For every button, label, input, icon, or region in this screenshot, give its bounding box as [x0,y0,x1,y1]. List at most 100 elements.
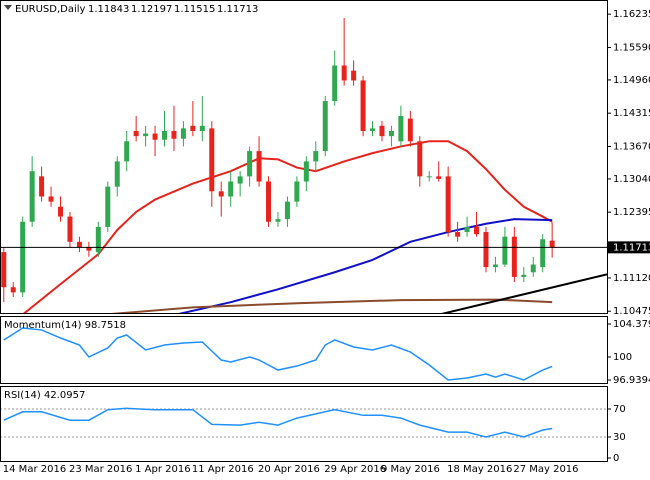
x-tick-label: 20 Apr 2016 [258,464,320,475]
candle-body [162,130,168,140]
candle-body [332,65,338,102]
candle-body [502,236,508,265]
candle-body [1,252,7,288]
panel-plot [1,407,607,438]
candle-body [474,226,480,235]
x-tick-label: 9 May 2016 [381,464,440,475]
moving-average [23,140,553,313]
header: EURUSD,Daily 1.11843 1.12197 1.11515 1.1171… [15,4,258,15]
candle-body [445,176,451,233]
candle-body [313,151,319,162]
candle-body [124,141,130,162]
main-panel-frame [0,0,608,314]
header-value: 1.11515 [174,4,215,15]
y-tick-label: 1.14960 [613,75,650,86]
candle-body [266,181,272,222]
candle-body [549,240,555,248]
x-tick-label: 18 May 2016 [447,464,512,475]
indicator-line [3,407,553,438]
y-tick-label: 1.13670 [613,141,650,152]
y-tick-label: 1.13040 [613,174,650,185]
x-tick-label: 11 Apr 2016 [192,464,254,475]
moving-average [111,298,553,313]
collapse-icon [4,5,12,10]
candle-body [483,232,489,268]
panel-plot [3,327,553,381]
y-tick-label: 1.10475 [613,306,650,317]
candle-body [256,151,262,182]
candle-body [341,65,347,81]
panel-title: Momentum(14) 98.7518 [4,320,126,331]
candle-body [521,274,527,277]
x-tick-label: 14 Mar 2016 [3,464,66,475]
candle-body [360,80,366,131]
symbol-label: EURUSD,Daily [15,4,86,15]
y-tick-label: 100 [613,352,632,363]
candle-body [247,151,253,177]
rsi-panel-frame [0,386,608,462]
x-tick-label: 29 Apr 2016 [324,464,386,475]
candle-body [180,128,186,139]
candle-body [39,176,45,197]
y-tick-label: 1.15590 [613,42,650,53]
candle-body [190,125,196,131]
candle-body [407,118,413,142]
candle-body [86,246,92,251]
candle-body [379,125,385,137]
candle-body [105,186,111,227]
candle-body [143,133,149,137]
candle-body [284,201,290,220]
candle-body [237,176,243,184]
last-price-box [608,241,650,254]
y-tick-label: 0 [613,453,619,464]
header-value: 1.11843 [88,4,129,15]
panel-frames [0,0,608,462]
candle-body [152,133,158,140]
candle-body [540,239,546,268]
candle-body [426,176,432,178]
plots: 1.16235 1.15590 1.14960 1.14315 1.13670 1.130… [0,9,650,475]
candle-body [303,161,309,182]
candle-body [398,116,404,142]
candle-body [171,130,177,139]
candle-body [228,181,234,197]
candle-body [10,287,16,293]
candle-body [464,226,470,233]
candle-body [511,236,517,277]
candle-body [455,232,461,237]
header-value: 1.12197 [131,4,172,15]
candle-body [388,130,394,137]
candle-body [209,128,215,192]
candle-body [436,176,442,179]
panel-title: RSI(14) 42.0957 [4,390,85,401]
momentum-panel-frame [0,316,608,384]
candle-body [114,161,120,187]
candle-body [218,191,224,197]
y-tick-label: 30 [613,432,626,443]
x-tick-label: 23 Mar 2016 [69,464,132,475]
candle-body [199,125,205,131]
candle-body [29,171,35,222]
candle-body [417,141,423,177]
x-tick-label: 27 May 2016 [513,464,578,475]
candle-body [67,216,73,242]
candle-body [370,128,376,131]
panel-plot [1,18,607,313]
candle-body [322,101,328,152]
last-price-label: 1.11713 [613,242,650,253]
candle-body [76,241,82,247]
moving-average [178,218,553,313]
candle-body [530,264,536,273]
trend-line [441,273,607,313]
header-value: 1.11713 [217,4,258,15]
candle-body [275,219,281,222]
candle-body [20,221,26,293]
y-tick-label: 1.12395 [613,207,650,218]
y-tick-label: 96.9394 [613,375,650,386]
y-tick-label: 1.11120 [613,273,650,284]
candle-body [95,226,101,253]
candle-body [351,70,357,81]
y-tick-label: 1.16235 [613,9,650,20]
candle-body [48,196,54,202]
